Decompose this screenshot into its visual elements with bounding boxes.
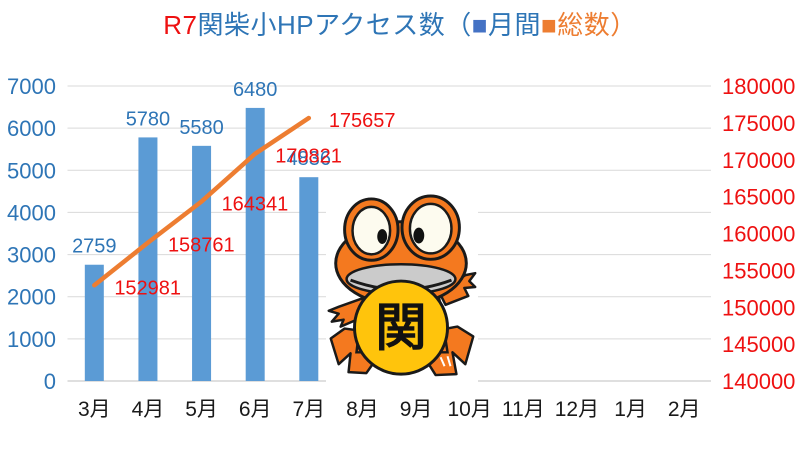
line-label-3月: 152981 xyxy=(114,277,181,299)
line-label-7月: 175657 xyxy=(329,110,396,132)
title-part: 関柴小HPアクセス数（ xyxy=(197,10,472,40)
left-axis-tick-label: 0 xyxy=(44,369,56,394)
bar-3月 xyxy=(84,264,104,381)
mascot-badge-text: 関 xyxy=(375,298,426,356)
left-axis-tick-label: 1000 xyxy=(7,327,56,352)
frog-right-pupil xyxy=(413,227,425,244)
title-part: 総数） xyxy=(557,10,637,40)
left-axis-tick-label: 6000 xyxy=(7,116,56,141)
x-axis-label: 4月 xyxy=(132,398,165,421)
right-axis-tick-label: 140000 xyxy=(722,369,795,394)
bar-label-7月: 4836 xyxy=(287,148,332,170)
x-axis-label: 10月 xyxy=(448,398,492,421)
x-axis-label: 8月 xyxy=(346,398,379,421)
title-part: ■ xyxy=(471,10,489,40)
title-part: ■ xyxy=(541,10,558,40)
frog-right-arm xyxy=(438,271,477,307)
left-axis-tick-label: 2000 xyxy=(7,285,56,310)
bar-label-4月: 5780 xyxy=(126,108,171,130)
frog-mascot-drawing: 関 xyxy=(326,194,478,382)
left-axis-tick-label: 5000 xyxy=(7,158,56,183)
right-axis-tick-label: 175000 xyxy=(722,111,795,136)
mascot-badge-circle xyxy=(353,279,449,376)
left-axis-tick-label: 4000 xyxy=(7,200,56,225)
left-axis-tick-label: 3000 xyxy=(7,243,56,268)
right-axis-tick-label: 165000 xyxy=(722,185,795,210)
bar-label-6月: 6480 xyxy=(233,79,278,101)
x-axis-label: 1月 xyxy=(614,398,647,421)
frog-leg-mark xyxy=(439,355,452,367)
left-axis-tick-label: 7000 xyxy=(7,74,56,99)
bar-label-3月: 2759 xyxy=(72,236,117,258)
title-part: R7 xyxy=(163,10,198,40)
line-label-5月: 164341 xyxy=(222,193,289,215)
frog-left-pupil xyxy=(377,229,388,244)
x-axis-label: 3月 xyxy=(78,398,111,421)
total-line xyxy=(92,115,312,288)
frog-mascot-image: 関 xyxy=(326,194,478,382)
line-label-6月: 170821 xyxy=(275,146,342,168)
frog-right-eye xyxy=(408,202,453,255)
x-axis-label: 12月 xyxy=(555,398,599,421)
right-axis-tick-label: 145000 xyxy=(722,332,795,357)
x-axis-label: 7月 xyxy=(292,398,325,421)
bar-label-5月: 5580 xyxy=(179,117,224,139)
right-axis-tick-label: 160000 xyxy=(722,222,795,247)
right-axis-tick-label: 170000 xyxy=(722,148,795,173)
x-axis-label: 9月 xyxy=(400,398,433,421)
title-part: 月間 xyxy=(488,10,542,40)
bar-5月 xyxy=(192,145,212,381)
x-axis-label: 2月 xyxy=(668,398,701,421)
right-axis-tick-label: 155000 xyxy=(722,258,795,283)
line-label-4月: 158761 xyxy=(168,235,235,257)
right-axis-tick-label: 150000 xyxy=(722,295,795,320)
bar-4月 xyxy=(138,137,158,381)
chart-title: R7関柴小HPアクセス数（■月間■総数） xyxy=(0,5,800,42)
right-axis-tick-label: 180000 xyxy=(722,74,795,99)
x-axis-label: 6月 xyxy=(239,398,272,421)
x-axis-label: 11月 xyxy=(502,398,545,421)
x-axis-label: 5月 xyxy=(185,398,218,421)
bar-6月 xyxy=(245,107,265,382)
bar-7月 xyxy=(299,177,319,381)
